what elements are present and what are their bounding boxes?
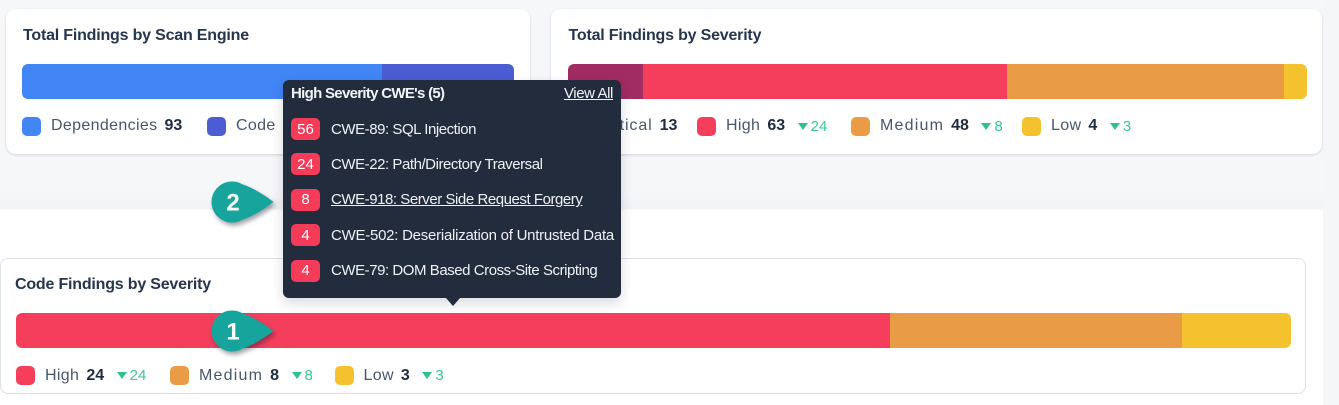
svg-text:1: 1 bbox=[226, 319, 239, 346]
svg-text:2: 2 bbox=[226, 189, 239, 216]
